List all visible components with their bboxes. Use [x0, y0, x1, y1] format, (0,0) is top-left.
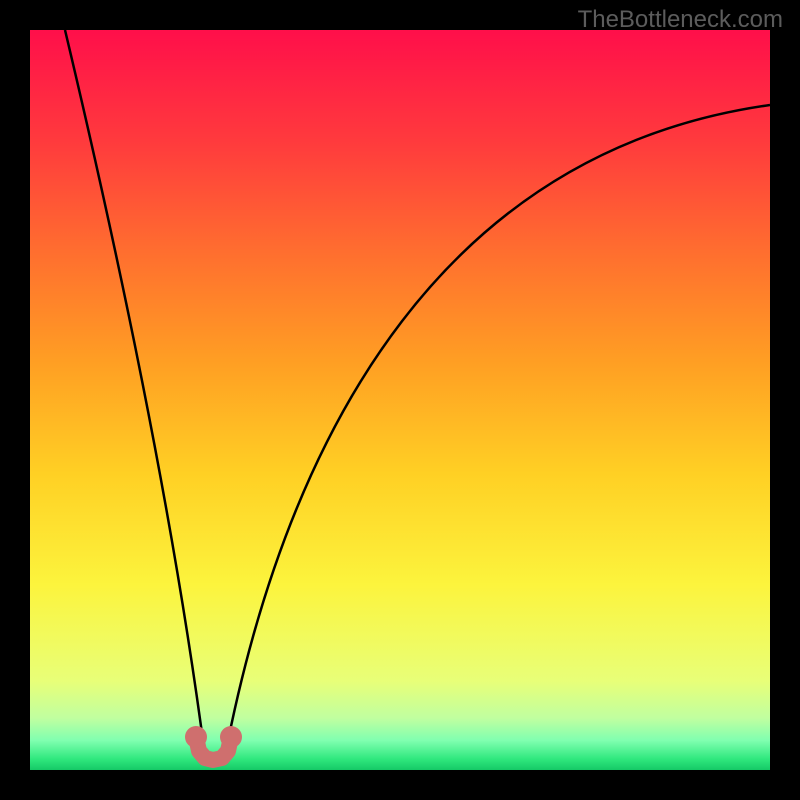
- valley-dot-left: [185, 726, 207, 748]
- gradient-rect: [30, 30, 770, 770]
- valley-dot-right: [220, 726, 242, 748]
- watermark-text: TheBottleneck.com: [578, 6, 783, 34]
- bottleneck-curve-chart: [0, 0, 800, 800]
